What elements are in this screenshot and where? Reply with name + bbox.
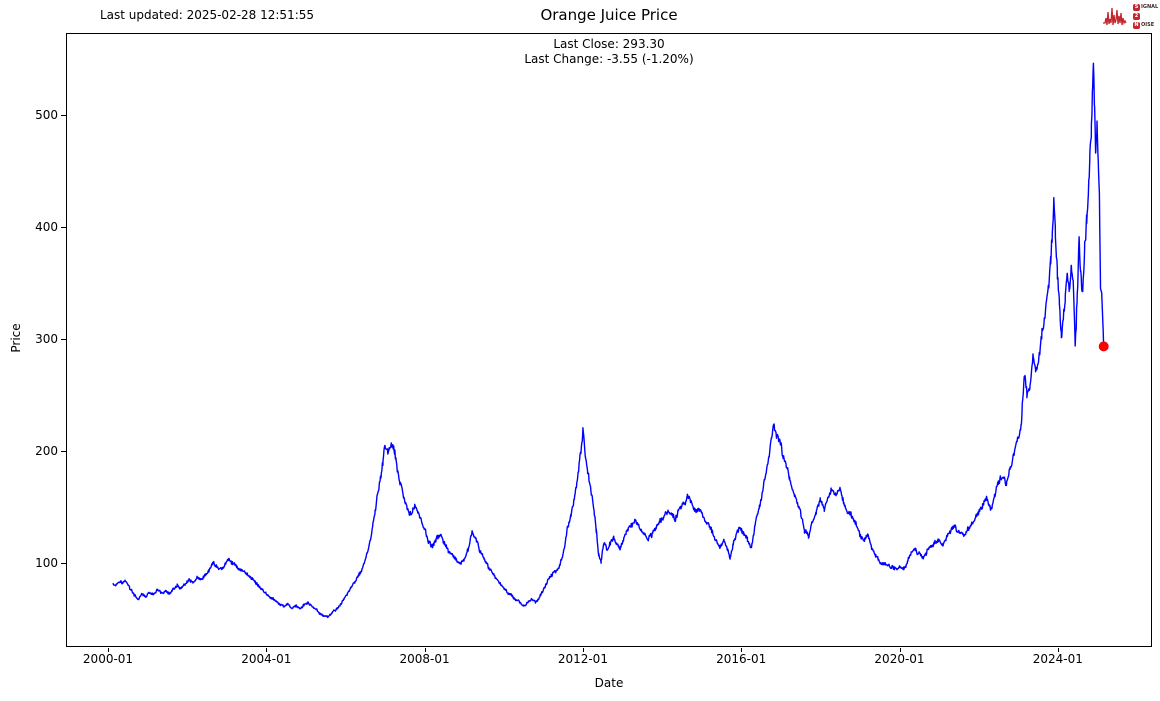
last-change-text: Last Change: -3.55 (-1.20%) [524, 52, 694, 66]
x-tick-mark [899, 648, 901, 652]
y-tick-mark [61, 114, 66, 116]
x-tick-label: 2008-01 [399, 652, 450, 666]
logo-text: S IGNAL 2 N OISE [1133, 3, 1158, 29]
plot-area [66, 33, 1152, 647]
x-tick-label: 2000-01 [82, 652, 134, 666]
x-tick-label: 2020-01 [874, 652, 925, 666]
logo-letterbox-2: 2 [1133, 12, 1140, 20]
last-updated-text: Last updated: 2025-02-28 12:51:55 [100, 8, 315, 22]
x-tick-label: 2016-01 [716, 652, 767, 666]
logo-row-noise: N OISE [1133, 21, 1155, 29]
y-tick-label: 300 [35, 331, 58, 346]
y-tick-label: 500 [35, 107, 58, 122]
logo-row-2: 2 [1133, 12, 1158, 20]
x-tick-label: 2024-01 [1032, 652, 1083, 666]
x-tick-mark [582, 648, 584, 652]
y-tick-label: 400 [35, 219, 58, 234]
x-tick-mark [266, 648, 268, 652]
price-series-line [112, 62, 1105, 619]
logo-letterbox-s: S [1133, 3, 1140, 11]
x-axis-label: Date [594, 676, 624, 690]
x-tick-mark [424, 648, 426, 652]
y-tick-label: 100 [35, 556, 58, 570]
price-line-chart [112, 62, 1109, 619]
last-close-marker [1098, 341, 1109, 352]
y-tick-label: 200 [35, 443, 58, 458]
logo-row-signal: S IGNAL [1133, 3, 1159, 11]
signal2noise-logo: S IGNAL 2 N OISE [1103, 2, 1158, 30]
logo-letterbox-n: N [1133, 21, 1140, 29]
x-tick-mark [108, 648, 109, 652]
y-axis-label: Price [9, 323, 23, 353]
y-tick-mark [61, 450, 66, 452]
y-tick-mark [61, 563, 66, 564]
y-tick-mark [61, 226, 66, 228]
waveform-icon [1103, 7, 1127, 26]
x-tick-label: 2004-01 [241, 652, 292, 666]
chart-title: Orange Juice Price [540, 6, 678, 24]
x-tick-label: 2012-01 [557, 652, 608, 666]
y-tick-mark [61, 338, 66, 340]
x-tick-mark [741, 648, 743, 652]
last-close-text: Last Close: 293.30 [553, 37, 665, 51]
x-tick-mark [1057, 648, 1059, 652]
